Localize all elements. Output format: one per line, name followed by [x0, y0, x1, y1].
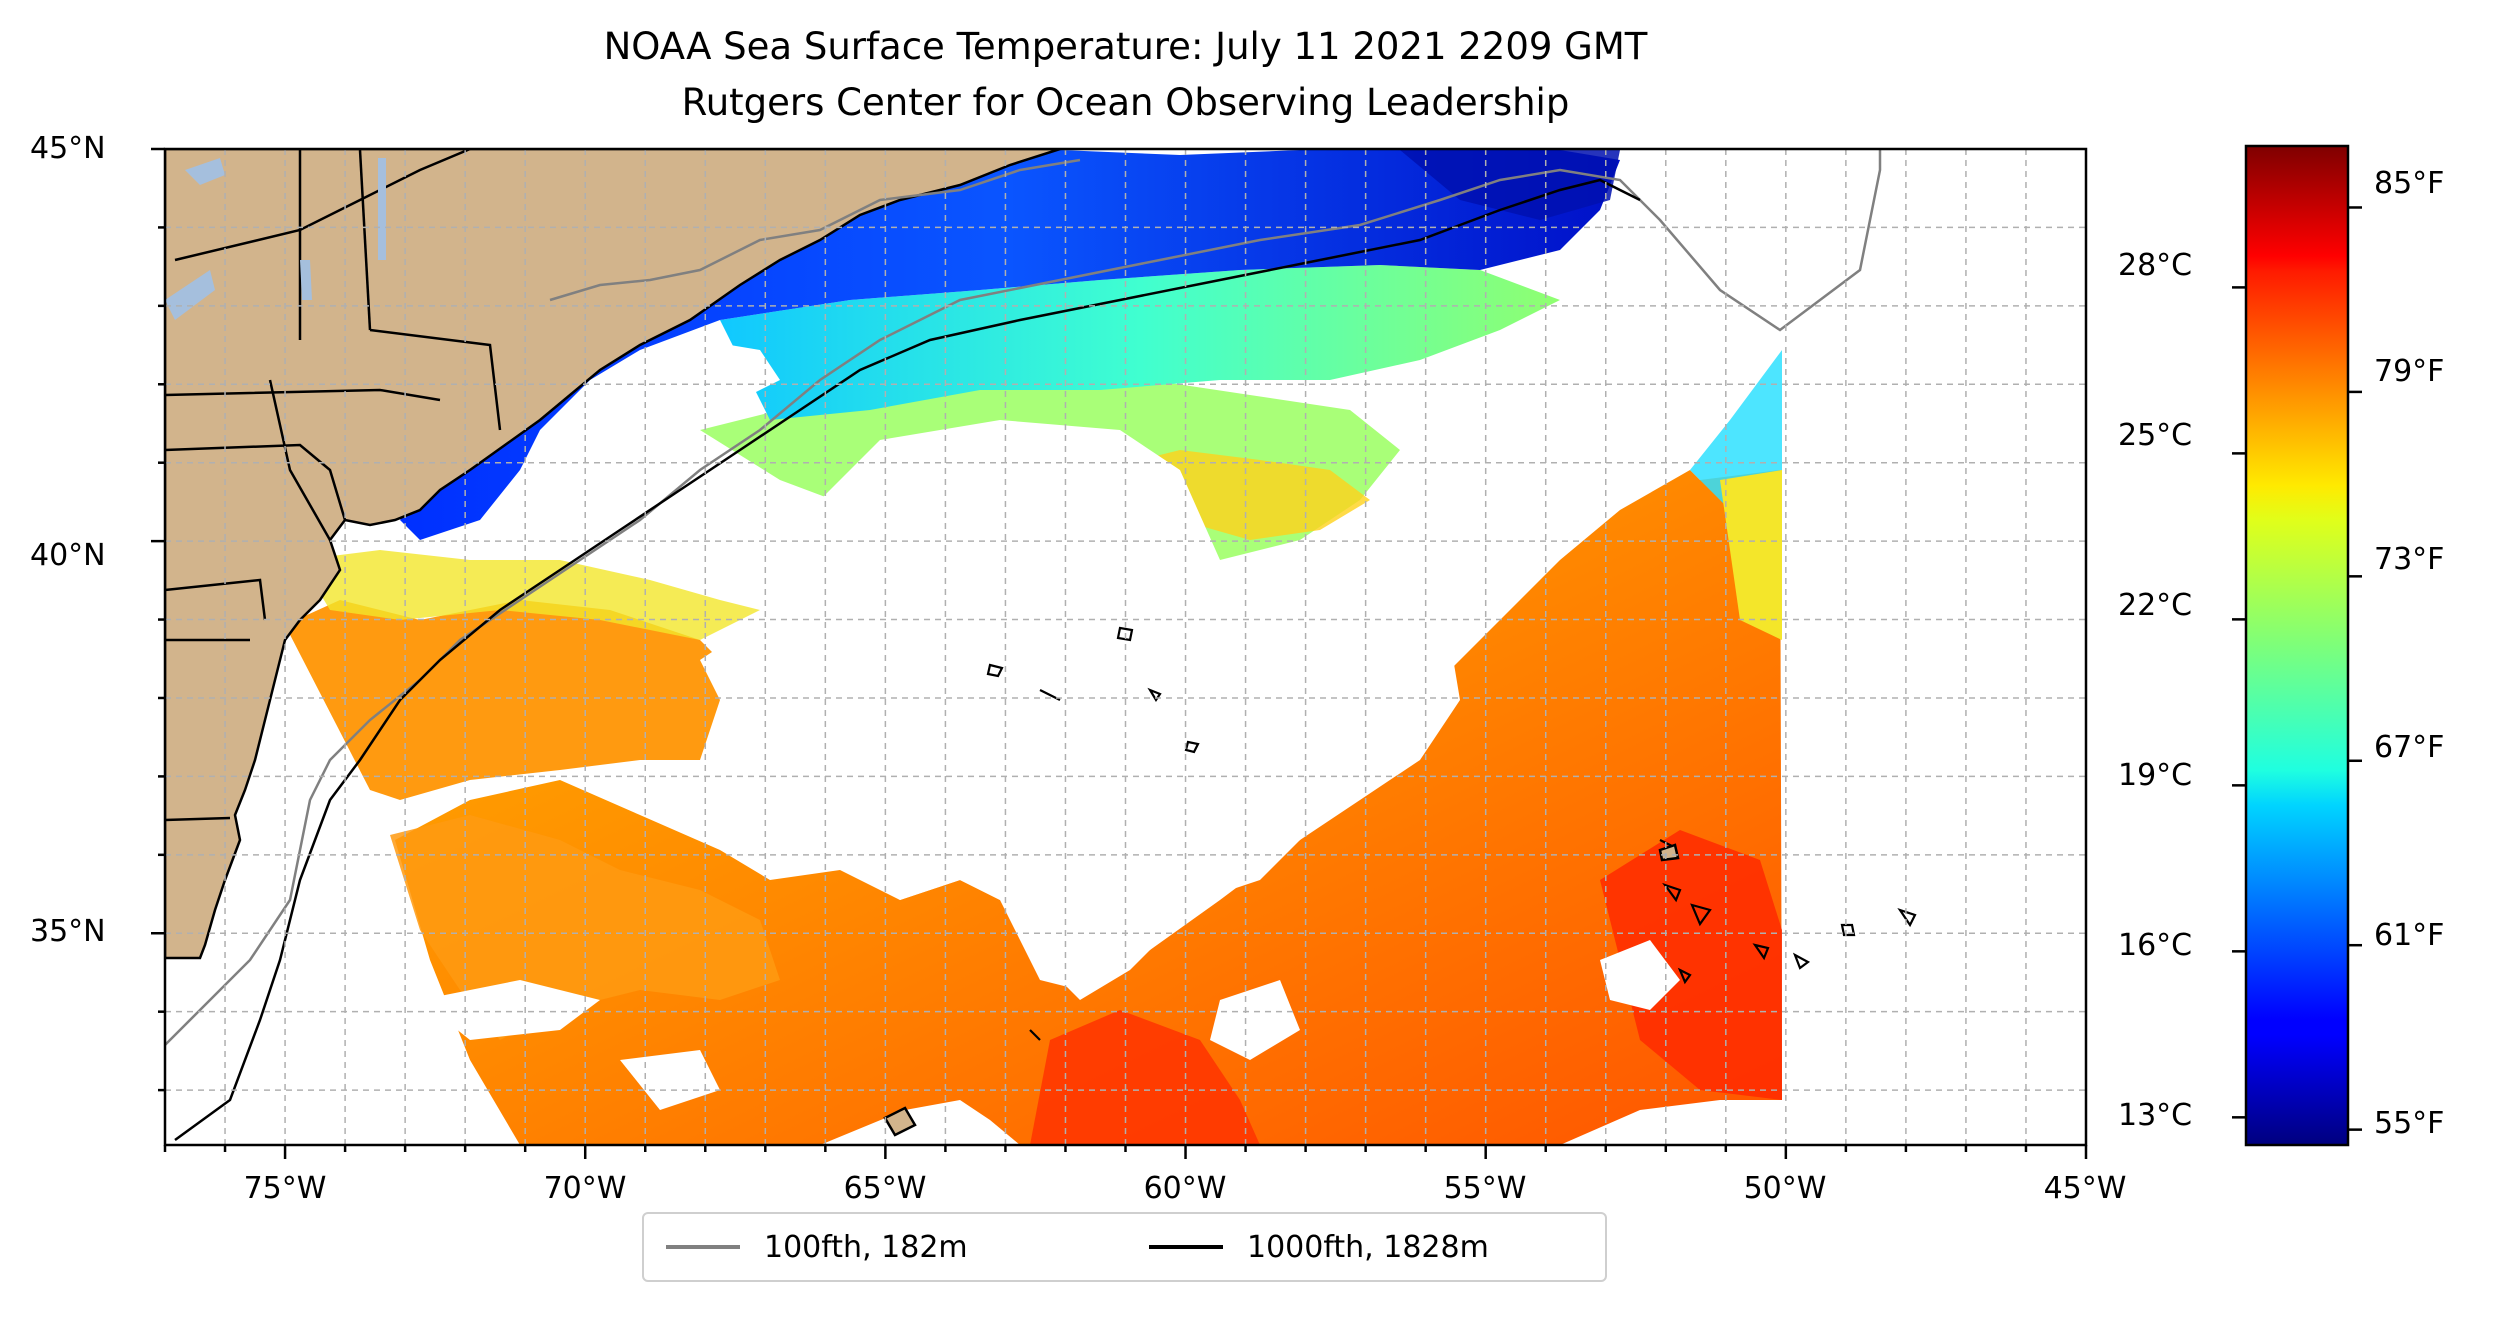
- colorbar-fahrenheit-label: 61°F: [2374, 918, 2445, 953]
- graticule: [165, 149, 2086, 1145]
- contour-legend: 100fth, 182m 1000fth, 1828m: [642, 1212, 1607, 1282]
- bathymetry-100fth: [165, 149, 1882, 1046]
- colorbar-celsius-label: 22°C: [2118, 588, 2193, 623]
- bathymetry-1000fth: [174, 178, 1641, 1142]
- colorbar-celsius-label: 19°C: [2118, 758, 2193, 793]
- y-tick-label: 40°N: [30, 538, 106, 573]
- colorbar-fahrenheit-label: 85°F: [2374, 166, 2445, 201]
- x-tick-label: 55°W: [1443, 1171, 1527, 1206]
- sst-cyan-band: [720, 265, 1560, 420]
- islands: [883, 843, 1680, 1137]
- colorbar-celsius-label: 25°C: [2118, 418, 2193, 453]
- legend-swatch-100fth: [666, 1245, 740, 1249]
- sst-yellow-west: [300, 550, 760, 640]
- legend-swatch-1000fth: [1149, 1245, 1223, 1249]
- us-east-coast-land: [165, 149, 1061, 960]
- state-borders: [165, 149, 502, 822]
- land-layer: [165, 149, 1680, 1137]
- colorbar: [2244, 144, 2350, 1147]
- colorbar-ticks: [2232, 206, 2362, 1131]
- x-tick-label: 50°W: [1743, 1171, 1827, 1206]
- colorbar-celsius-label: 16°C: [2118, 928, 2193, 963]
- sst-data-layer: [285, 150, 1782, 1145]
- y-tick-label: 45°N: [30, 131, 106, 166]
- sst-cold-band: [400, 150, 1620, 540]
- lakes: [165, 158, 386, 320]
- x-tick-label: 45°W: [2043, 1171, 2127, 1206]
- chart-subtitle: Rutgers Center for Ocean Observing Leade…: [681, 81, 1570, 124]
- sst-mid-swath: [390, 815, 780, 1040]
- colorbar-fahrenheit-label: 79°F: [2374, 354, 2445, 389]
- colorbar-fahrenheit-label: 67°F: [2374, 730, 2445, 765]
- sst-red-patch: [1600, 830, 1782, 1100]
- y-tick-label: 35°N: [30, 914, 106, 949]
- sst-warm-west: [285, 600, 760, 800]
- x-tick-label: 70°W: [543, 1171, 627, 1206]
- chart-title: NOAA Sea Surface Temperature: July 11 20…: [603, 25, 1648, 68]
- legend-item-100fth: 100fth, 182m: [666, 1214, 968, 1280]
- axis-ticks: [151, 147, 2088, 1159]
- legend-label: 1000fth, 1828m: [1247, 1229, 1489, 1265]
- sst-deep-cold: [1400, 150, 1620, 220]
- colorbar-celsius-label: 13°C: [2118, 1098, 2193, 1133]
- x-tick-label: 75°W: [243, 1171, 327, 1206]
- legend-label: 100fth, 182m: [764, 1229, 968, 1265]
- x-tick-label: 65°W: [843, 1171, 927, 1206]
- sst-red-patch-2: [1030, 1010, 1260, 1145]
- legend-item-1000fth: 1000fth, 1828m: [1149, 1214, 1489, 1280]
- colorbar-fahrenheit-label: 73°F: [2374, 542, 2445, 577]
- sst-east-yellow: [1720, 470, 1782, 640]
- x-tick-label: 60°W: [1143, 1171, 1227, 1206]
- colorbar-celsius-label: 28°C: [2118, 248, 2193, 283]
- colorbar-fahrenheit-label: 55°F: [2374, 1106, 2445, 1141]
